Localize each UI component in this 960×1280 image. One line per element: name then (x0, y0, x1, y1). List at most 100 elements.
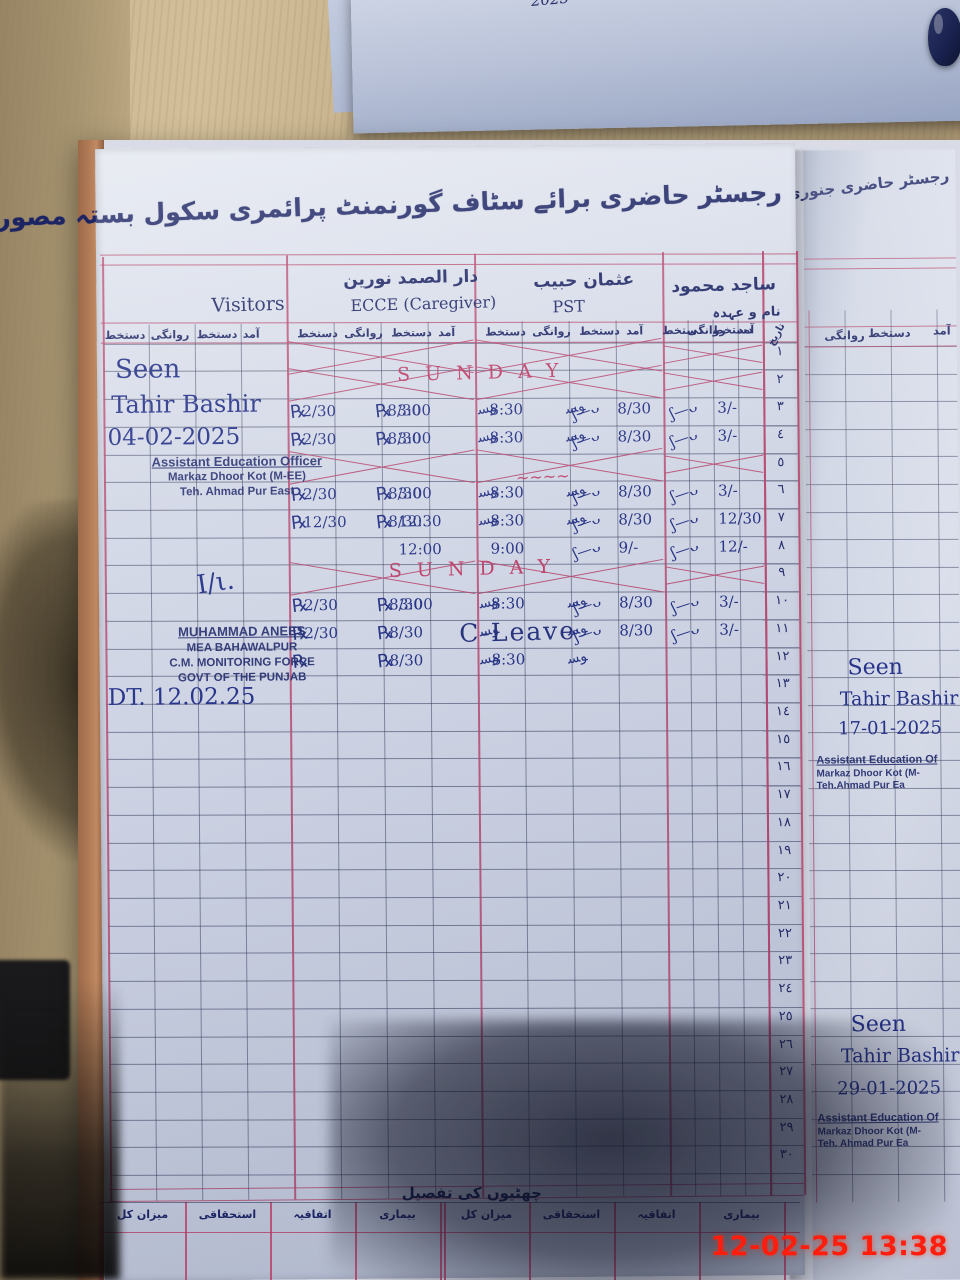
corner-shadow (0, 980, 120, 1280)
entry-value: 8/30 (617, 427, 652, 446)
visitor-sub-header-3: آمد (242, 327, 260, 341)
monitoring-force-stamp: MUHAMMAD ANEES MEA BAHAWALPUR C.M. MONIT… (169, 623, 315, 685)
bottom-shadow (330, 1020, 950, 1280)
date-cell: ٤ (777, 426, 785, 443)
date-cell: ١٠ (774, 593, 790, 609)
visitor-note-dt: DT. 12.02.25 (107, 683, 256, 711)
sub-header-arrival: آمد (438, 325, 456, 340)
sub-header-departure: روانگی (344, 326, 383, 340)
entry-value: 8/30 (388, 595, 423, 614)
sub-header-signature: دستخط (391, 326, 432, 340)
crossed-cell (663, 339, 763, 367)
signature-initial: ℞ (374, 483, 394, 506)
signature-initial: ℞ (289, 428, 308, 452)
date-cell: ٢٣ (778, 953, 793, 969)
entry-value: 8/30 (387, 401, 422, 420)
signature-initial: ℞ (374, 399, 393, 423)
column-3-role: ECCE (Caregiver) (350, 292, 497, 316)
footer-column-header: استحقاقی (198, 1208, 257, 1221)
loose-sheet-scribble: 2025 (530, 0, 570, 10)
visitor-note-date: 04-02-2025 (107, 423, 241, 451)
right-col-arrival: آمد (932, 323, 951, 338)
date-cell: ١٤ (775, 704, 791, 720)
entry-value: 12/30 (303, 512, 347, 532)
sub-header-signature2: دستخط (297, 326, 338, 341)
date-cell: ١٢ (775, 648, 790, 664)
loose-sheet-mark: // (750, 0, 764, 3)
date-cell: ٥ (777, 454, 785, 470)
column-3-name: دار الصمد نورین (343, 266, 479, 291)
signature-mark: ʃ⁠—ᴗ (667, 397, 700, 424)
loose-sheet-front: 2025 // (350, 0, 960, 134)
date-cell: ١٣ (775, 676, 790, 692)
signature-initial: ℞ (290, 594, 310, 618)
signature-initial: ℞ (375, 593, 395, 617)
crossed-cell (663, 367, 763, 395)
date-cell: ٣ (776, 399, 784, 415)
signature-initial: ﻮﺴ (564, 426, 587, 446)
signature-mark: ʃ⁠—ᴗ (667, 424, 700, 451)
entry-value: 8/30 (389, 623, 424, 642)
signature-mark: ʃ⁠—ᴗ (669, 618, 702, 645)
column-1-name: ساجد محمود (671, 274, 777, 297)
signature-mark: ʃ⁠—ᴗ (667, 480, 701, 507)
sub-header-signature: دستخط (579, 324, 620, 338)
date-cell: ٢ (776, 371, 784, 387)
entry-value: 2/30 (303, 596, 338, 615)
entry-value: 3/- (719, 620, 740, 639)
entry-value: 8/30 (617, 399, 652, 418)
camera-timestamp: 12-02-25 13:38 (710, 1231, 948, 1262)
signature-initial: ℞ (375, 510, 394, 534)
column-2-role: PST (551, 296, 585, 317)
entry-value: 9:00 (490, 539, 525, 558)
entry-value: 8/30 (388, 512, 423, 531)
date-cell: ٦ (777, 482, 785, 498)
column-2-name: عثمان حبیب (533, 269, 635, 293)
date-cell: ٢٤ (778, 981, 793, 997)
date-cell: ٢١ (777, 898, 792, 914)
signature-initial: ﻮﺴ (478, 648, 501, 668)
signature-initial: ℞ (289, 400, 308, 424)
sub-header-signature2: دستخط (662, 323, 703, 338)
visitor-sub-header-0: دستخط (104, 328, 146, 342)
sub-header-arrival: آمد (626, 324, 644, 338)
date-cell: ٧ (777, 510, 785, 526)
entry-value: 8/30 (619, 621, 654, 640)
entry-value: 3/- (717, 398, 738, 417)
date-cell: ٩ (778, 565, 786, 581)
entry-value: 2/30 (302, 402, 337, 421)
signature-initial: ℞ (374, 427, 393, 451)
entry-value: 8/30 (389, 650, 424, 670)
pen-cap (928, 8, 960, 66)
signature-initial: ﻮﺴ (476, 426, 499, 447)
signature-initial: ﻮﺴ (566, 647, 589, 668)
crossed-cell (476, 451, 664, 480)
crossed-cell (664, 450, 764, 478)
footer-column-header: میزان کل (116, 1208, 169, 1221)
signature-initial: ℞ (376, 621, 395, 645)
right-col-signature: دستخط (868, 325, 911, 341)
date-cell: ١٥ (776, 731, 791, 747)
sunday-row-2: SUNDAY (396, 359, 574, 386)
sub-header-signature2: دستخط (485, 325, 526, 339)
right-page-stamp-1: Assistant Education Of Markaz Dhoor Kot … (816, 753, 938, 792)
entry-value: 3/- (718, 592, 739, 611)
signature-mark: ʃ⁠—ᴗ (570, 536, 603, 563)
entry-value: 8/30 (387, 429, 422, 448)
visitor-note-seen: Seen (114, 354, 181, 385)
entry-value: 8/30 (618, 593, 653, 612)
signature-initial: ℞ (290, 511, 309, 535)
date-cell: ٨ (777, 537, 786, 553)
date-cell: ١ (776, 343, 784, 359)
visitor-initials: Ӏ/ι. (194, 565, 237, 601)
entry-value: 3/- (717, 426, 738, 445)
entry-value: 12:00 (398, 539, 442, 559)
visitor-sub-header-2: دستخط (196, 327, 238, 342)
sub-header-departure: روانگی (532, 324, 571, 339)
signature-initial: ℞ (376, 649, 395, 672)
date-cell: ٢٠ (777, 870, 792, 886)
entry-value: 12/30 (718, 509, 762, 528)
aeo-stamp: Assistant Education Officer Markaz Dhoor… (151, 453, 323, 498)
entry-value: 12/- (718, 537, 748, 556)
